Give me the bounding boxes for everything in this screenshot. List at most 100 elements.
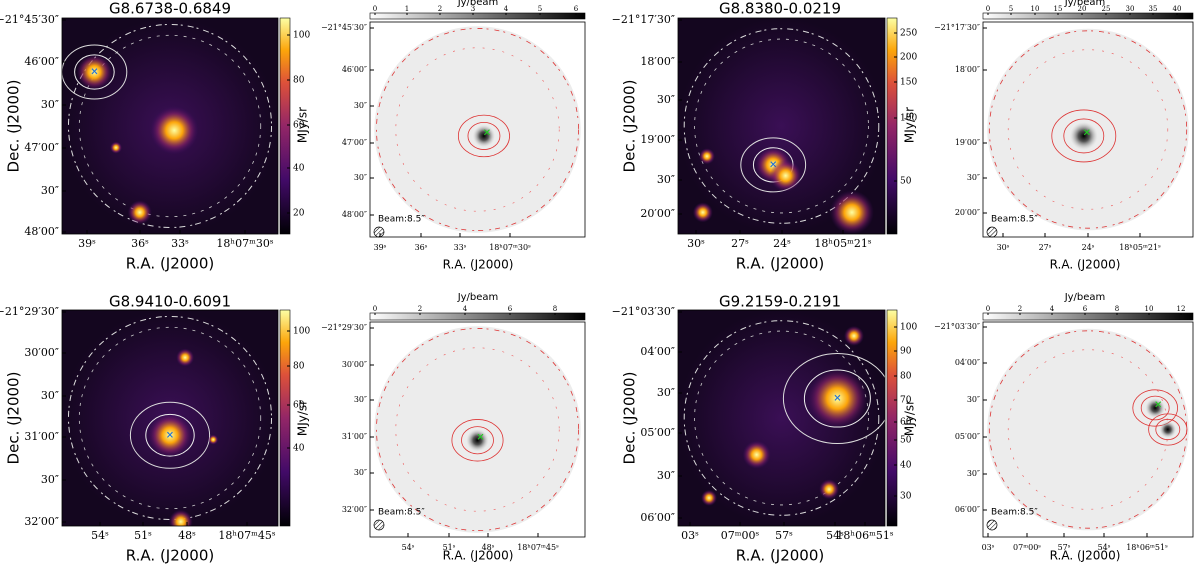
contour (988, 30, 1188, 229)
colorbar-tick-label: 35 (1149, 5, 1158, 13)
colorbar (982, 12, 1194, 20)
y-tick-label: 48′00″ (24, 225, 59, 238)
colorbar-tick-label: 30 (900, 492, 912, 502)
x-tick-label: 18ʰ07ᵐ30ˢ (489, 243, 531, 252)
source (150, 106, 199, 155)
colorbar (886, 309, 898, 527)
source (819, 479, 840, 500)
x-tick-label: 27ˢ (731, 237, 749, 250)
y-tick-label: 32′00″ (24, 515, 59, 528)
beam-label: Beam:8.5″ (378, 508, 425, 518)
y-tick-label: 46′00″ (24, 55, 59, 68)
panel-title: G8.8380-0.0219 (719, 0, 841, 18)
panel: × −21°03′30″ 04′00″ 30″ 05′00″ 30″ 06′00″ 03ˢ 07… (934, 292, 1194, 563)
colorbar-tick-label: 70 (900, 396, 912, 406)
contour (74, 54, 115, 90)
colorbar-tick-label: 40 (900, 461, 912, 471)
colorbar-tick-label: 50 (900, 436, 912, 446)
image: × (678, 18, 885, 234)
source (807, 368, 868, 429)
y-axis-label: Dec. (J2000) (621, 80, 639, 173)
y-tick-label: 30″ (967, 469, 980, 478)
image: × (62, 310, 278, 526)
y-tick-label: 46′00″ (342, 65, 367, 74)
x-tick-label: 57ˢ (1058, 543, 1071, 552)
colorbar-tick-label: 40 (293, 164, 305, 174)
contour (67, 315, 273, 521)
y-tick-label: −21°03′30″ (934, 322, 980, 331)
beam-label: Beam:8.5″ (991, 508, 1038, 518)
image: × (370, 22, 585, 237)
y-tick-label: −21°45′30″ (0, 13, 59, 26)
beam (986, 226, 998, 238)
y-tick-label: 30″ (967, 395, 980, 404)
colorbar-tick-label: 2 (1018, 305, 1022, 313)
colorbar-label: Jy/beam (1064, 0, 1106, 8)
colorbar-tick-label: 6 (574, 5, 579, 13)
x-tick-label: 30ˢ (687, 237, 705, 250)
contour (1063, 118, 1105, 154)
y-tick-label: 30″ (41, 184, 59, 197)
x-axis-label: R.A. (J2000) (126, 255, 215, 273)
frame (982, 321, 1194, 538)
x-tick-label: 36ˢ (415, 243, 428, 252)
colorbar-tick-label: 8 (553, 305, 557, 313)
colorbar (886, 17, 898, 235)
colorbar-tick-label: 80 (293, 76, 305, 86)
colorbar-tick-label: 8 (1115, 305, 1119, 313)
source (701, 489, 718, 506)
colorbar-tick-label: 4 (1050, 305, 1055, 313)
contour (376, 28, 579, 231)
y-tick-label: 30′00″ (24, 346, 59, 359)
y-tick-label: 30″ (41, 98, 59, 111)
contour (145, 413, 195, 457)
colorbar-tick-label: 40 (1173, 5, 1182, 13)
panel: × −21°03′30″ 04′00″ 30″ 05′00″ 30″ 06′00″ 03ˢ 07… (612, 293, 918, 564)
source (76, 54, 113, 90)
source (742, 440, 771, 469)
panel: × −21°29′30″ 30′00″ 30″ 31′00″ 30″ 32′00″ 54ˢ 51… (321, 292, 586, 563)
source (1159, 421, 1177, 438)
colorbar-tick-label: 200 (900, 53, 917, 63)
contour (1148, 413, 1188, 446)
contour (803, 369, 871, 428)
y-tick-label: 20′00″ (640, 207, 675, 220)
colorbar-tick-label: 20 (1078, 5, 1087, 13)
x-tick-label: 36ˢ (131, 237, 149, 250)
colorbar-tick-label: 6 (508, 305, 513, 313)
panel-title: G8.6738-0.6849 (109, 0, 231, 18)
colorbar-tick-label: 40 (293, 444, 305, 454)
x-tick-label: 24ˢ (1082, 243, 1095, 252)
x-tick-label: 18ʰ07ᵐ45ˢ (517, 543, 559, 552)
marker: × (833, 393, 841, 404)
x-axis-label: R.A. (J2000) (1050, 549, 1121, 563)
x-tick-label: 57ˢ (775, 529, 793, 542)
colorbar-tick-label: 100 (900, 114, 917, 124)
y-tick-label: 30″ (354, 468, 367, 477)
contour (1140, 395, 1170, 421)
colorbar-tick-label: 50 (900, 177, 912, 187)
colorbar-tick-label: 60 (293, 121, 305, 131)
contour (782, 353, 885, 445)
y-axis-label: Dec. (J2000) (5, 80, 23, 173)
contour (1155, 418, 1181, 441)
colorbar (369, 12, 586, 20)
contour (395, 347, 560, 512)
colorbar-tick-label: 3 (471, 5, 475, 13)
source (208, 434, 219, 445)
colorbar-tick-label: 1 (405, 5, 409, 13)
x-axis-label: R.A. (J2000) (126, 547, 215, 564)
x-axis-label: R.A. (J2000) (443, 258, 514, 272)
x-tick-label: 39ˢ (374, 243, 387, 252)
y-tick-label: 31′00″ (24, 430, 59, 443)
x-tick-label: 18ʰ05ᵐ21ˢ (1119, 243, 1161, 252)
colorbar-tick-label: 60 (900, 418, 912, 428)
colorbar-tick-label: 0 (373, 5, 377, 13)
x-tick-label: 07ᵐ00ˢ (721, 529, 760, 542)
y-tick-label: 18′00″ (640, 55, 675, 68)
y-tick-label: 30″ (354, 173, 367, 182)
y-tick-label: 18′00″ (955, 65, 980, 74)
panel: × −21°29′30″ 30′00″ 30″ 31′00″ 30″ 32′00″ 54ˢ 51… (0, 293, 310, 564)
colorbar (982, 312, 1194, 321)
